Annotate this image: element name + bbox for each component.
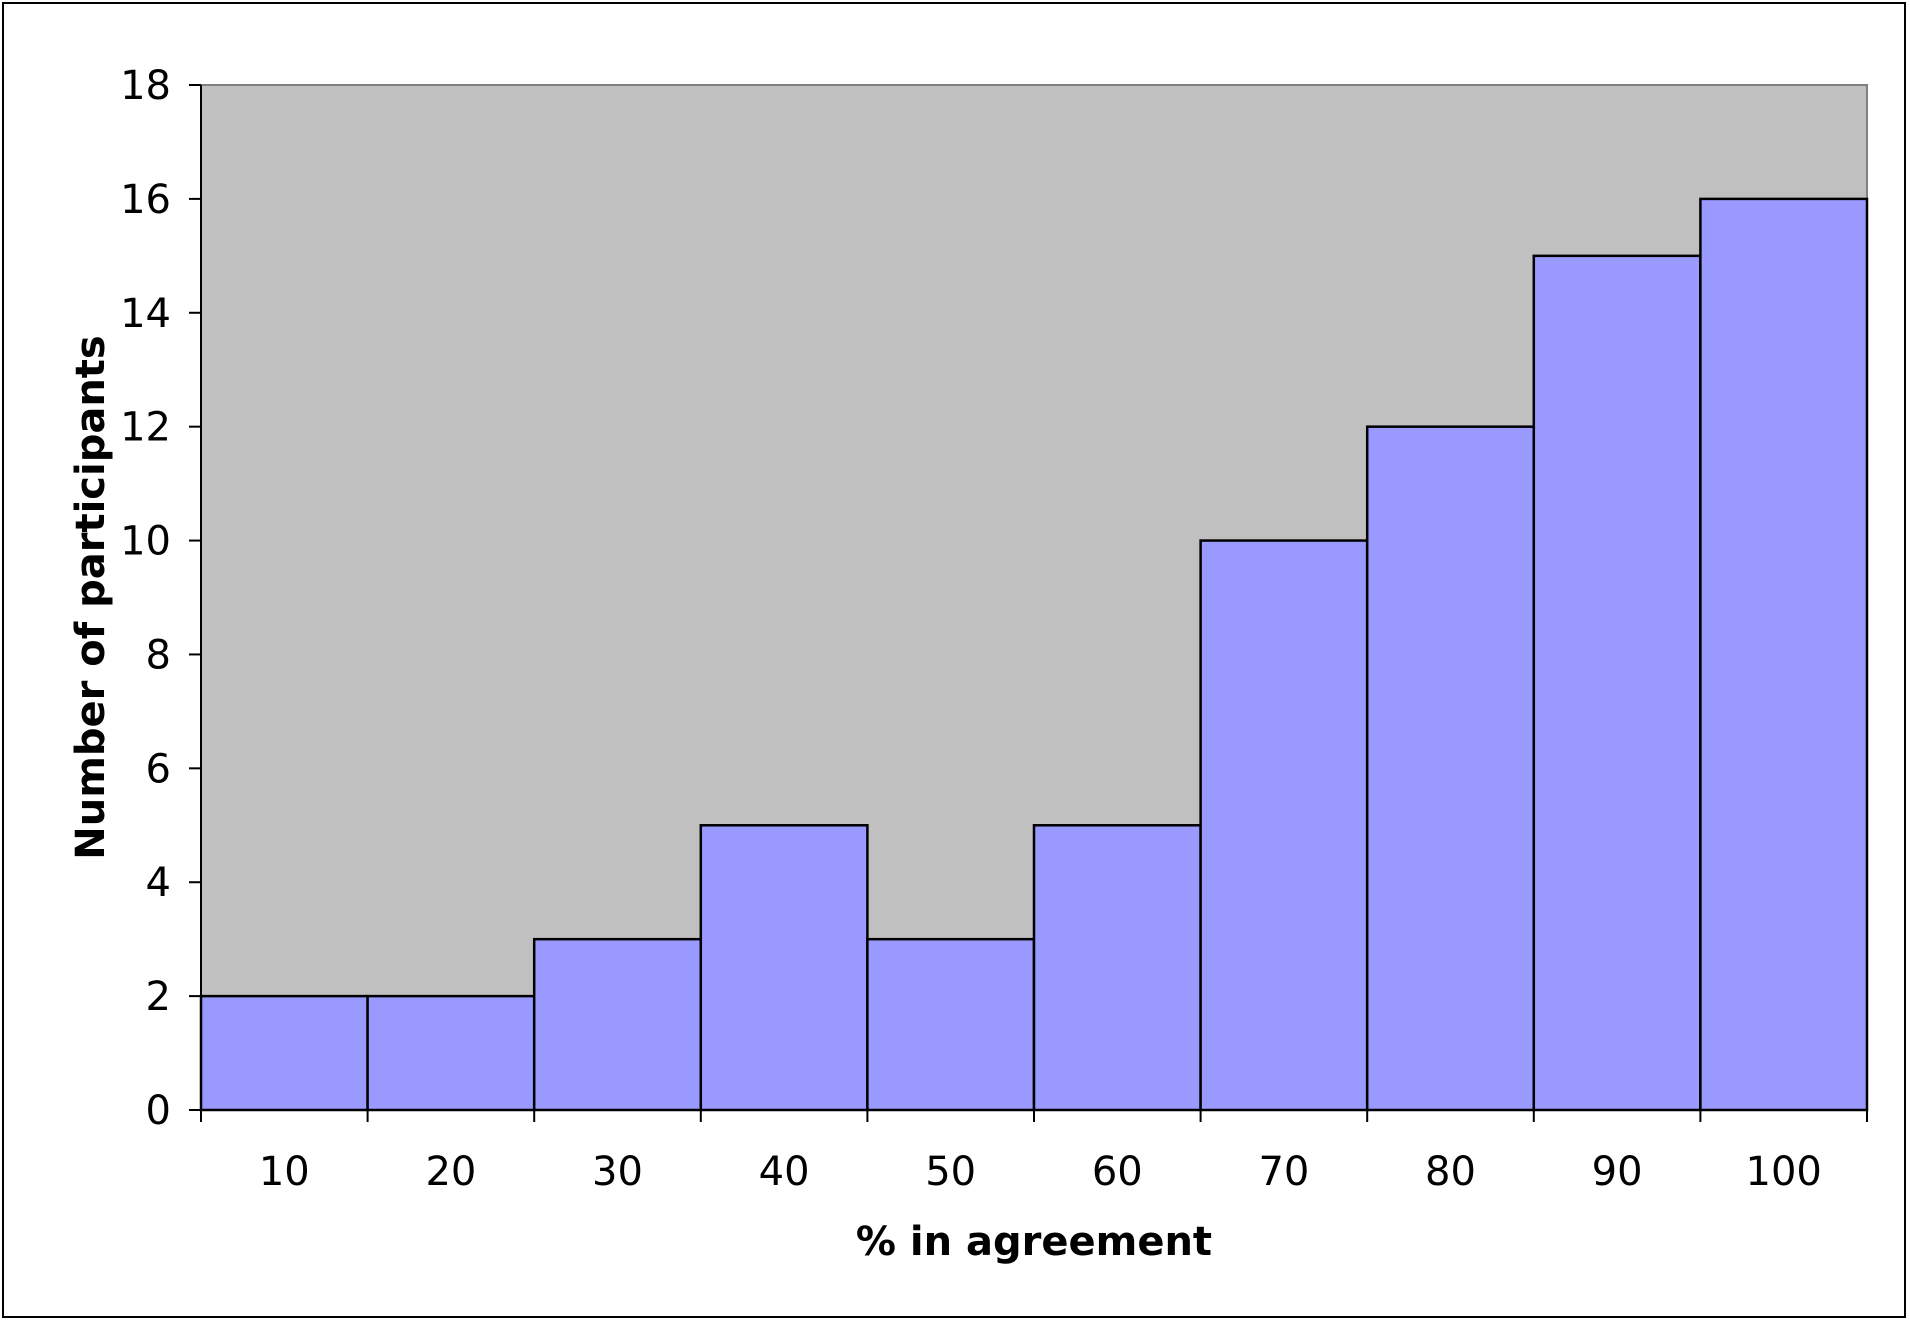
y-tick-label: 10 bbox=[120, 519, 171, 565]
x-tick-label: 20 bbox=[425, 1149, 476, 1195]
x-tick-label: 30 bbox=[592, 1149, 643, 1195]
y-tick-label: 16 bbox=[120, 177, 171, 223]
bar-70 bbox=[1201, 541, 1368, 1110]
x-tick-label: 10 bbox=[259, 1149, 310, 1195]
y-axis-title: Number of participants bbox=[68, 335, 114, 860]
x-tick-label: 90 bbox=[1592, 1149, 1643, 1195]
y-tick-label: 14 bbox=[120, 291, 171, 337]
y-tick-label: 2 bbox=[146, 974, 171, 1020]
y-tick-label: 8 bbox=[146, 632, 171, 678]
bar-80 bbox=[1367, 427, 1534, 1110]
bar-60 bbox=[1034, 825, 1201, 1110]
bar-40 bbox=[701, 825, 868, 1110]
bar-100 bbox=[1700, 199, 1867, 1110]
y-tick-label: 6 bbox=[146, 746, 171, 792]
y-axis-ticks bbox=[189, 85, 201, 1110]
x-tick-label: 60 bbox=[1092, 1149, 1143, 1195]
x-tick-label: 50 bbox=[925, 1149, 976, 1195]
x-tick-label: 80 bbox=[1425, 1149, 1476, 1195]
bar-20 bbox=[368, 996, 535, 1110]
x-axis-title: % in agreement bbox=[856, 1219, 1212, 1265]
y-tick-label: 18 bbox=[120, 63, 171, 109]
x-axis-ticks bbox=[201, 1110, 1867, 1122]
bar-50 bbox=[867, 939, 1034, 1110]
bar-10 bbox=[201, 996, 368, 1110]
y-tick-label: 12 bbox=[120, 405, 171, 451]
bar-30 bbox=[534, 939, 701, 1110]
y-axis-tick-labels: 0 2 4 6 8 10 12 14 16 18 bbox=[120, 63, 171, 1134]
x-tick-label: 70 bbox=[1258, 1149, 1309, 1195]
x-axis-tick-labels: 10 20 30 40 50 60 70 80 90 100 bbox=[259, 1149, 1822, 1195]
y-tick-label: 4 bbox=[146, 860, 171, 906]
bar-90 bbox=[1534, 256, 1701, 1110]
x-tick-label: 100 bbox=[1746, 1149, 1822, 1195]
y-tick-label: 0 bbox=[146, 1088, 171, 1134]
x-tick-label: 40 bbox=[759, 1149, 810, 1195]
